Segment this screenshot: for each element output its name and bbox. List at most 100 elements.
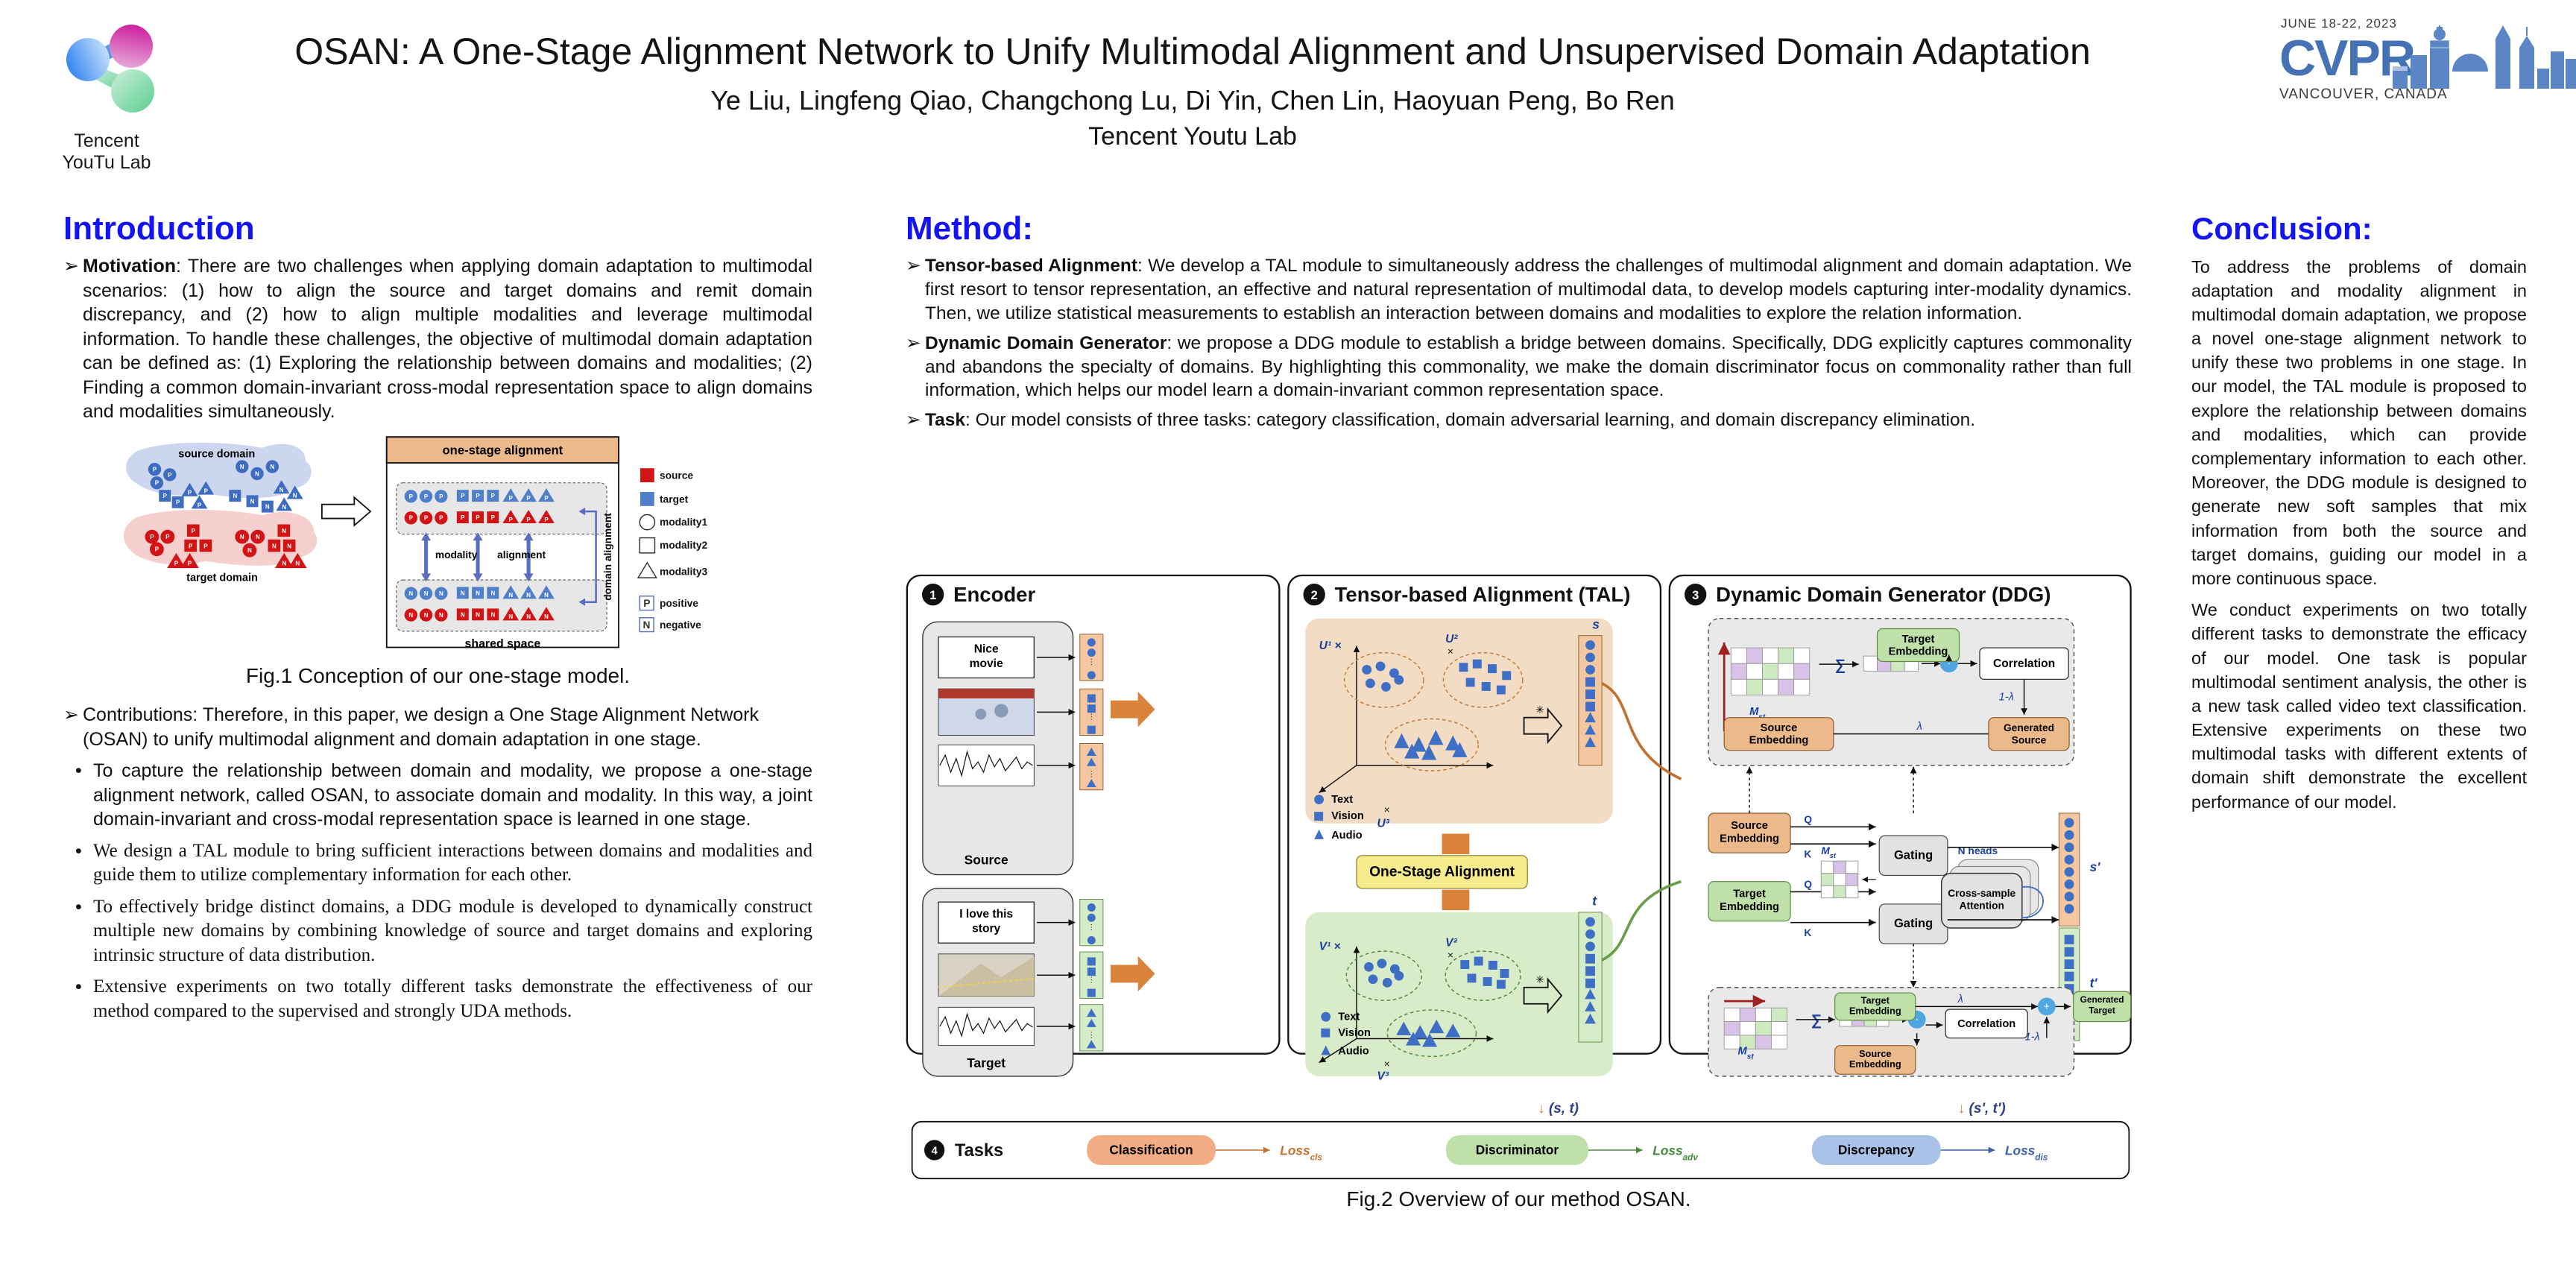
svg-text:modality3: modality3 — [660, 566, 708, 577]
svg-text:P: P — [509, 517, 514, 523]
svg-text:N: N — [272, 543, 277, 549]
svg-text:∑: ∑ — [1811, 1012, 1822, 1029]
svg-text:N: N — [643, 619, 651, 631]
svg-text:Source: Source — [1859, 1048, 1892, 1059]
svg-text:P: P — [643, 598, 650, 609]
svg-text:Target: Target — [1902, 634, 1935, 645]
svg-text:shared space: shared space — [465, 637, 541, 650]
svg-text:✳: ✳ — [1535, 974, 1544, 985]
svg-text:One-Stage Alignment: One-Stage Alignment — [1369, 864, 1515, 880]
svg-text:Tensor-based Alignment (TAL): Tensor-based Alignment (TAL) — [1335, 583, 1631, 606]
svg-text:Source: Source — [965, 853, 1008, 868]
svg-text:P: P — [174, 560, 179, 566]
svg-text:×: × — [1384, 1058, 1390, 1070]
svg-text:N: N — [439, 590, 443, 597]
svg-text:Target: Target — [967, 1055, 1006, 1070]
svg-text:Gating: Gating — [1894, 849, 1933, 862]
svg-text:P: P — [544, 517, 549, 523]
svg-text:2: 2 — [1311, 589, 1318, 602]
svg-text:P: P — [198, 502, 202, 508]
svg-text:Correlation: Correlation — [1957, 1018, 2015, 1030]
svg-text:P: P — [491, 493, 496, 499]
svg-text:Embedding: Embedding — [1749, 735, 1809, 747]
svg-text:Q: Q — [1804, 879, 1812, 890]
svg-text:modality1: modality1 — [660, 517, 708, 528]
svg-text:movie: movie — [970, 657, 1003, 670]
svg-text:Dynamic Domain Generator (DDG): Dynamic Domain Generator (DDG) — [1716, 583, 2051, 606]
svg-text:N: N — [256, 534, 260, 540]
svg-text:I love this: I love this — [959, 908, 1013, 921]
svg-text:Embedding: Embedding — [1849, 1058, 1901, 1070]
svg-text:t': t' — [2090, 976, 2098, 991]
svg-text:N: N — [280, 487, 284, 493]
svg-text:modality: modality — [435, 549, 478, 561]
svg-text:N: N — [508, 613, 513, 620]
svg-text:Target: Target — [2089, 1006, 2115, 1016]
svg-text:modality2: modality2 — [660, 540, 708, 551]
svg-text:N: N — [544, 613, 549, 620]
svg-text:s': s' — [2090, 859, 2101, 874]
svg-text:P: P — [424, 514, 429, 521]
svg-text:P: P — [476, 493, 480, 499]
svg-text:λ: λ — [1957, 994, 1963, 1006]
svg-text:N: N — [250, 498, 255, 505]
svg-text:N: N — [265, 503, 270, 510]
svg-text:N: N — [240, 534, 244, 540]
svg-text:N: N — [439, 612, 443, 619]
svg-text:N: N — [476, 590, 480, 596]
svg-text:P: P — [526, 517, 531, 523]
svg-text:s: s — [1592, 617, 1600, 632]
svg-text:N: N — [508, 592, 513, 599]
svg-text:⋮: ⋮ — [1087, 1032, 1095, 1040]
svg-text:P: P — [192, 528, 196, 534]
svg-text:P: P — [165, 534, 170, 540]
svg-text:P: P — [439, 493, 443, 499]
svg-text:Source: Source — [1761, 722, 1798, 734]
svg-text:N: N — [490, 590, 495, 596]
svg-text:Target: Target — [1733, 888, 1766, 900]
svg-text:source: source — [660, 470, 693, 481]
svg-text:N: N — [282, 528, 286, 534]
svg-text:N: N — [544, 592, 549, 599]
svg-text:N: N — [461, 611, 465, 618]
svg-text:P: P — [509, 495, 514, 502]
svg-text:N: N — [461, 590, 465, 596]
svg-text:Source: Source — [2012, 735, 2047, 746]
svg-text:P: P — [439, 514, 443, 521]
svg-text:P: P — [409, 493, 414, 499]
svg-text:P: P — [176, 499, 180, 505]
svg-text:N: N — [526, 592, 531, 599]
svg-text:K: K — [1804, 927, 1811, 938]
svg-text:⋮: ⋮ — [1087, 976, 1095, 985]
svg-text:Embedding: Embedding — [1720, 901, 1779, 913]
svg-text:⋮: ⋮ — [1087, 658, 1095, 666]
svg-text:N: N — [247, 547, 252, 554]
svg-text:Discriminator: Discriminator — [1476, 1142, 1559, 1157]
svg-text:Attention: Attention — [1960, 900, 2004, 911]
svg-text:Text: Text — [1338, 1011, 1360, 1023]
svg-text:3: 3 — [1692, 589, 1699, 602]
svg-text:Text: Text — [1331, 794, 1353, 806]
svg-text:domain alignment: domain alignment — [602, 512, 613, 600]
svg-text:story: story — [972, 923, 1000, 935]
svg-text:+: + — [2044, 1001, 2051, 1013]
svg-text:Classification: Classification — [1109, 1142, 1193, 1157]
svg-text:N: N — [255, 470, 259, 477]
svg-text:1: 1 — [929, 589, 936, 602]
svg-text:N: N — [295, 560, 300, 566]
svg-text:1-λ: 1-λ — [2025, 1031, 2040, 1043]
svg-text:one-stage alignment: one-stage alignment — [443, 443, 564, 457]
svg-text:N: N — [293, 492, 297, 499]
svg-text:4: 4 — [932, 1145, 938, 1157]
svg-text:U³: U³ — [1377, 817, 1390, 830]
svg-text:K: K — [1804, 849, 1811, 860]
svg-text:P: P — [150, 534, 154, 540]
svg-text:N: N — [408, 612, 413, 619]
svg-text:Encoder: Encoder — [953, 583, 1035, 606]
svg-text:λ: λ — [1916, 721, 1922, 733]
svg-text:×: × — [1448, 950, 1453, 961]
svg-text:×: × — [1384, 804, 1390, 815]
svg-text:U²: U² — [1445, 633, 1458, 645]
svg-text:N: N — [424, 612, 429, 619]
svg-text:N: N — [490, 611, 495, 618]
